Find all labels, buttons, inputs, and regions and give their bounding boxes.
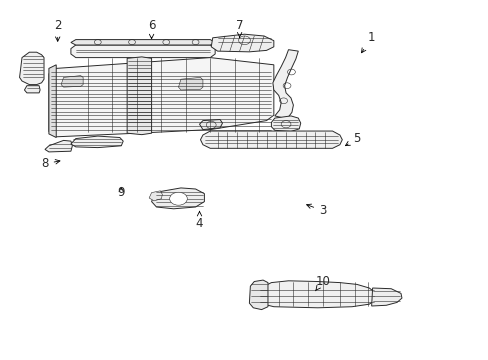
Text: 3: 3: [306, 204, 326, 217]
Text: 2: 2: [54, 19, 61, 41]
Text: 7: 7: [235, 19, 243, 37]
Text: 6: 6: [147, 19, 155, 39]
Polygon shape: [20, 52, 44, 85]
Polygon shape: [71, 45, 215, 58]
Polygon shape: [61, 76, 83, 87]
Polygon shape: [211, 34, 273, 52]
Polygon shape: [272, 50, 298, 119]
Polygon shape: [249, 280, 267, 310]
Polygon shape: [24, 86, 40, 93]
Text: 9: 9: [117, 186, 125, 199]
Polygon shape: [49, 65, 56, 138]
Text: 4: 4: [195, 211, 203, 230]
Polygon shape: [49, 58, 273, 137]
Text: 1: 1: [361, 31, 375, 53]
Polygon shape: [254, 281, 376, 308]
Polygon shape: [127, 57, 151, 135]
Polygon shape: [271, 116, 300, 131]
Polygon shape: [151, 188, 204, 209]
Text: 5: 5: [345, 132, 360, 146]
Polygon shape: [45, 140, 72, 152]
Polygon shape: [200, 131, 342, 148]
Text: 10: 10: [315, 275, 329, 291]
Polygon shape: [71, 40, 215, 45]
Circle shape: [169, 192, 187, 205]
Polygon shape: [199, 120, 222, 130]
Polygon shape: [149, 191, 162, 201]
Polygon shape: [178, 77, 203, 90]
Text: 8: 8: [41, 157, 60, 170]
Polygon shape: [371, 288, 401, 306]
Polygon shape: [71, 136, 123, 148]
